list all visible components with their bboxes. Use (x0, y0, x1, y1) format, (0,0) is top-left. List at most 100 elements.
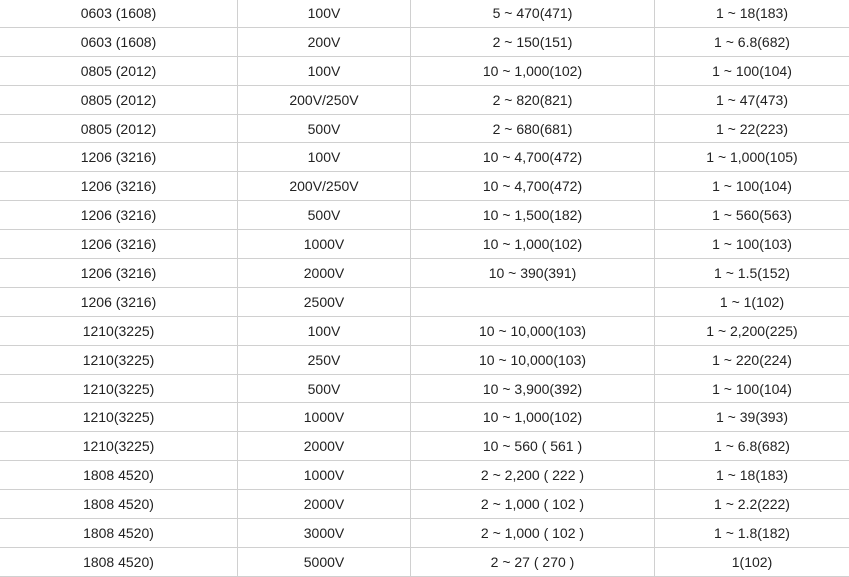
range-b-cell: 1 ~ 6.8(682) (654, 432, 849, 461)
size-cell: 1206 (3216) (80, 207, 157, 224)
table-row: 1206 (3216) 100V 10 ~ 4,700(472) 1 ~ 1,000(… (0, 143, 849, 173)
size-cell: 1206 (3216) (80, 149, 157, 166)
range-b-cell: 1 ~ 18(183) (654, 461, 849, 490)
size-cell: 1206 (3216) (80, 293, 157, 310)
range-a-cell: 10 ~ 3,900(392) (410, 374, 654, 403)
size-cell: 1210(3225) (82, 380, 155, 397)
table-row: 1206 (3216) 2500V 1 ~ 1(102) (0, 287, 849, 317)
table-row: 0805 (2012) 500V 2 ~ 680(681) 1 ~ 22(223) (0, 114, 849, 144)
table-row: 1206 (3216) 1000V 10 ~ 1,000(102) 1 ~ 100(1… (0, 230, 849, 260)
size-cell: 0805 (2012) (80, 62, 157, 79)
table-row: 0805 (2012) 200V/250V 2 ~ 820(821) 1 ~ 47(4… (0, 85, 849, 115)
range-b-cell: 1 ~ 47(473) (654, 85, 849, 114)
voltage-cell: 3000V (237, 519, 410, 547)
voltage-cell: 500V (237, 114, 410, 143)
size-cell: 0603 (1608) (80, 33, 157, 50)
range-b-cell: 1 ~ 18(183) (654, 0, 849, 27)
voltage-cell: 2000V (237, 490, 410, 519)
range-a-cell: 10 ~ 1,500(182) (410, 201, 654, 230)
range-b-cell: 1(102) (654, 547, 849, 576)
range-b-cell: 1 ~ 1(102) (654, 287, 849, 316)
range-a-cell: 10 ~ 560 ( 561 ) (410, 432, 654, 461)
range-a-cell: 10 ~ 4,700(472) (410, 172, 654, 201)
voltage-cell: 200V/250V (237, 172, 410, 201)
size-cell: 1206 (3216) (80, 264, 157, 281)
table-row: 0805 (2012) 100V 10 ~ 1,000(102) 1 ~ 100(10… (0, 56, 849, 86)
voltage-cell: 500V (237, 201, 410, 230)
voltage-cell: 100V (237, 0, 410, 27)
table-row: 1210(3225) 100V 10 ~ 10,000(103) 1 ~ 2,200(… (0, 316, 849, 346)
size-cell: 1210(3225) (82, 351, 155, 368)
range-a-cell: 2 ~ 1,000 ( 102 ) (410, 490, 654, 519)
range-a-cell: 2 ~ 150(151) (410, 27, 654, 56)
voltage-cell: 200V (237, 27, 410, 56)
range-a-cell: 10 ~ 390(391) (410, 259, 654, 287)
voltage-cell: 2500V (237, 287, 410, 316)
table-row: 0603 (1608) 200V 2 ~ 150(151) 1 ~ 6.8(682) (0, 27, 849, 57)
range-a-cell: 10 ~ 10,000(103) (410, 345, 654, 374)
size-cell: 1808 4520) (83, 467, 154, 484)
range-a-cell: 5 ~ 470(471) (410, 0, 654, 27)
size-cell: 1210(3225) (82, 322, 155, 339)
range-a-cell: 10 ~ 1,000(102) (410, 403, 654, 432)
voltage-cell: 100V (237, 56, 410, 85)
range-b-cell: 1 ~ 1.5(152) (654, 259, 849, 287)
table-row: 1210(3225) 500V 10 ~ 3,900(392) 1 ~ 100(104… (0, 374, 849, 404)
range-a-cell: 2 ~ 27 ( 270 ) (410, 547, 654, 576)
voltage-cell: 500V (237, 374, 410, 403)
range-b-cell: 1 ~ 100(103) (654, 230, 849, 259)
table-row: 1808 4520) 5000V 2 ~ 27 ( 270 ) 1(102) (0, 547, 849, 577)
table-row: 1206 (3216) 2000V 10 ~ 390(391) 1 ~ 1.5(152… (0, 259, 849, 288)
range-b-cell: 1 ~ 560(563) (654, 201, 849, 230)
range-a-cell (410, 287, 654, 316)
range-b-cell: 1 ~ 2.2(222) (654, 490, 849, 519)
size-cell: 1206 (3216) (80, 236, 157, 253)
range-a-cell: 2 ~ 680(681) (410, 114, 654, 143)
voltage-cell: 5000V (237, 547, 410, 576)
range-b-cell: 1 ~ 39(393) (654, 403, 849, 432)
size-cell: 1808 4520) (83, 496, 154, 513)
size-cell: 0805 (2012) (80, 120, 157, 137)
range-b-cell: 1 ~ 2,200(225) (654, 316, 849, 345)
range-a-cell: 10 ~ 10,000(103) (410, 316, 654, 345)
voltage-cell: 2000V (237, 259, 410, 287)
voltage-cell: 250V (237, 345, 410, 374)
size-cell: 1206 (3216) (80, 178, 157, 195)
size-cell: 1808 4520) (83, 524, 154, 541)
range-b-cell: 1 ~ 1,000(105) (654, 143, 849, 172)
range-b-cell: 1 ~ 100(104) (654, 172, 849, 201)
table-row: 1206 (3216) 500V 10 ~ 1,500(182) 1 ~ 560(56… (0, 201, 849, 231)
range-a-cell: 10 ~ 4,700(472) (410, 143, 654, 172)
range-a-cell: 10 ~ 1,000(102) (410, 56, 654, 85)
range-b-cell: 1 ~ 100(104) (654, 374, 849, 403)
voltage-cell: 200V/250V (237, 85, 410, 114)
range-a-cell: 2 ~ 820(821) (410, 85, 654, 114)
range-b-cell: 1 ~ 1.8(182) (654, 519, 849, 547)
size-cell: 0805 (2012) (80, 91, 157, 108)
size-cell: 0603 (1608) (80, 4, 157, 21)
size-cell: 1808 4520) (83, 553, 154, 570)
table-row: 0603 (1608) 100V 5 ~ 470(471) 1 ~ 18(183) (0, 0, 849, 28)
range-a-cell: 2 ~ 2,200 ( 222 ) (410, 461, 654, 490)
size-cell: 1210(3225) (82, 409, 155, 426)
range-a-cell: 10 ~ 1,000(102) (410, 230, 654, 259)
table-row: 1210(3225) 1000V 10 ~ 1,000(102) 1 ~ 39(393… (0, 403, 849, 433)
voltage-cell: 100V (237, 143, 410, 172)
table-row: 1210(3225) 250V 10 ~ 10,000(103) 1 ~ 220(22… (0, 345, 849, 375)
table-row: 1808 4520) 2000V 2 ~ 1,000 ( 102 ) 1 ~ 2.2(… (0, 490, 849, 520)
voltage-cell: 1000V (237, 230, 410, 259)
range-b-cell: 1 ~ 6.8(682) (654, 27, 849, 56)
range-b-cell: 1 ~ 100(104) (654, 56, 849, 85)
range-b-cell: 1 ~ 22(223) (654, 114, 849, 143)
voltage-cell: 1000V (237, 403, 410, 432)
size-cell: 1210(3225) (82, 438, 155, 455)
range-a-cell: 2 ~ 1,000 ( 102 ) (410, 519, 654, 547)
voltage-cell: 100V (237, 316, 410, 345)
voltage-cell: 2000V (237, 432, 410, 461)
voltage-cell: 1000V (237, 461, 410, 490)
table-row: 1210(3225) 2000V 10 ~ 560 ( 561 ) 1 ~ 6.8(6… (0, 432, 849, 462)
range-b-cell: 1 ~ 220(224) (654, 345, 849, 374)
table-row: 1808 4520) 1000V 2 ~ 2,200 ( 222 ) 1 ~ 18(1… (0, 461, 849, 491)
table-row: 1808 4520) 3000V 2 ~ 1,000 ( 102 ) 1 ~ 1.8(… (0, 519, 849, 548)
